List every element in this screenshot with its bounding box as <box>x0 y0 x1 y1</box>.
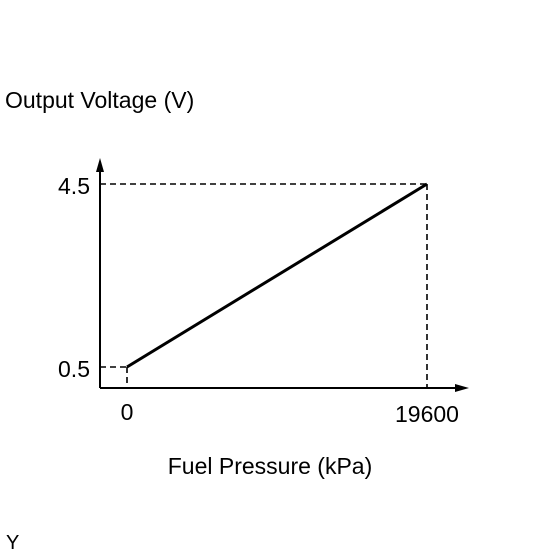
y-tick-label-4.5: 4.5 <box>58 173 90 199</box>
y-axis-arrow <box>96 158 104 172</box>
x-tick-label-19600: 19600 <box>395 401 459 427</box>
series-layer <box>126 182 428 369</box>
y-tick-label-0.5: 0.5 <box>58 356 90 382</box>
series-line <box>126 182 428 369</box>
x-axis-title: Fuel Pressure (kPa) <box>168 453 373 479</box>
footer-mark: Y <box>6 532 19 554</box>
reference-lines <box>100 183 428 388</box>
y-axis-title: Output Voltage (V) <box>5 87 194 113</box>
x-axis-arrow <box>455 384 469 392</box>
x-tick-label-0: 0 <box>121 399 134 425</box>
